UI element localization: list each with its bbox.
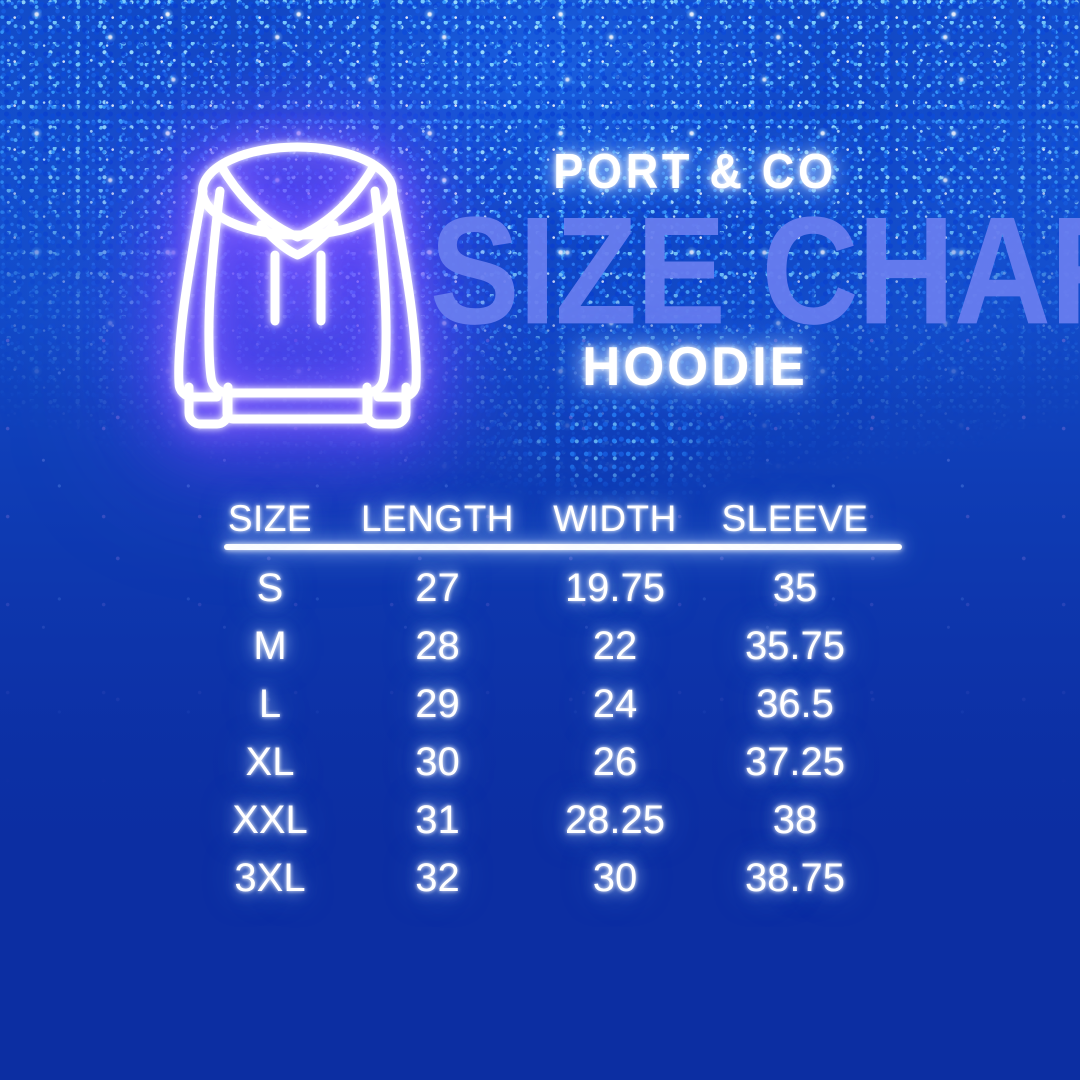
table-row: XXL 31 28.25 38 [190, 800, 935, 840]
cell-size: L [258, 682, 282, 726]
page-title: SIZE CHART [429, 185, 1080, 356]
cell-length: 28 [415, 624, 460, 668]
size-table: SIZE LENGTH WIDTH SLEEVE S 27 19.75 35 M… [190, 498, 935, 898]
table-row: S 27 19.75 35 [190, 568, 935, 608]
cell-width: 26 [592, 740, 638, 784]
cell-length: 27 [415, 566, 460, 610]
cell-width: 24 [592, 682, 638, 726]
cell-size: S [256, 566, 284, 610]
product-subtitle: HOODIE [582, 334, 808, 397]
cell-length: 29 [415, 682, 460, 726]
cell-sleeve: 37.25 [744, 740, 846, 784]
table-row: L 29 24 36.5 [190, 684, 935, 724]
cell-size: M [253, 624, 287, 668]
header-divider [224, 544, 902, 550]
cell-sleeve: 35.75 [744, 624, 846, 668]
cell-width: 19.75 [564, 566, 666, 610]
column-header-sleeve: SLEEVE [721, 498, 869, 539]
hoodie-icon [165, 125, 430, 430]
column-header-length: LENGTH [360, 498, 515, 539]
cell-width: 30 [592, 856, 638, 900]
cell-size: XL [245, 740, 295, 784]
cell-sleeve: 36.5 [756, 682, 834, 726]
cell-length: 30 [415, 740, 460, 784]
cell-width: 22 [592, 624, 638, 668]
brand-name: PORT & CO [553, 145, 837, 199]
table-row: XL 30 26 37.25 [190, 742, 935, 782]
title-block: PORT & CO SIZE CHART HOODIE [430, 145, 1080, 397]
cell-width: 28.25 [564, 798, 666, 842]
cell-length: 31 [415, 798, 460, 842]
cell-sleeve: 38 [772, 798, 818, 842]
table-header-row: SIZE LENGTH WIDTH SLEEVE [190, 498, 935, 540]
column-header-size: SIZE [227, 498, 313, 539]
cell-sleeve: 38.75 [744, 856, 846, 900]
cell-size: 3XL [234, 856, 306, 900]
cell-size: XXL [232, 798, 308, 842]
table-row: 3XL 32 30 38.75 [190, 858, 935, 898]
table-row: M 28 22 35.75 [190, 626, 935, 666]
background-bottom-fade [0, 660, 1080, 1080]
cell-length: 32 [415, 856, 460, 900]
cell-sleeve: 35 [772, 566, 818, 610]
column-header-width: WIDTH [553, 498, 677, 539]
